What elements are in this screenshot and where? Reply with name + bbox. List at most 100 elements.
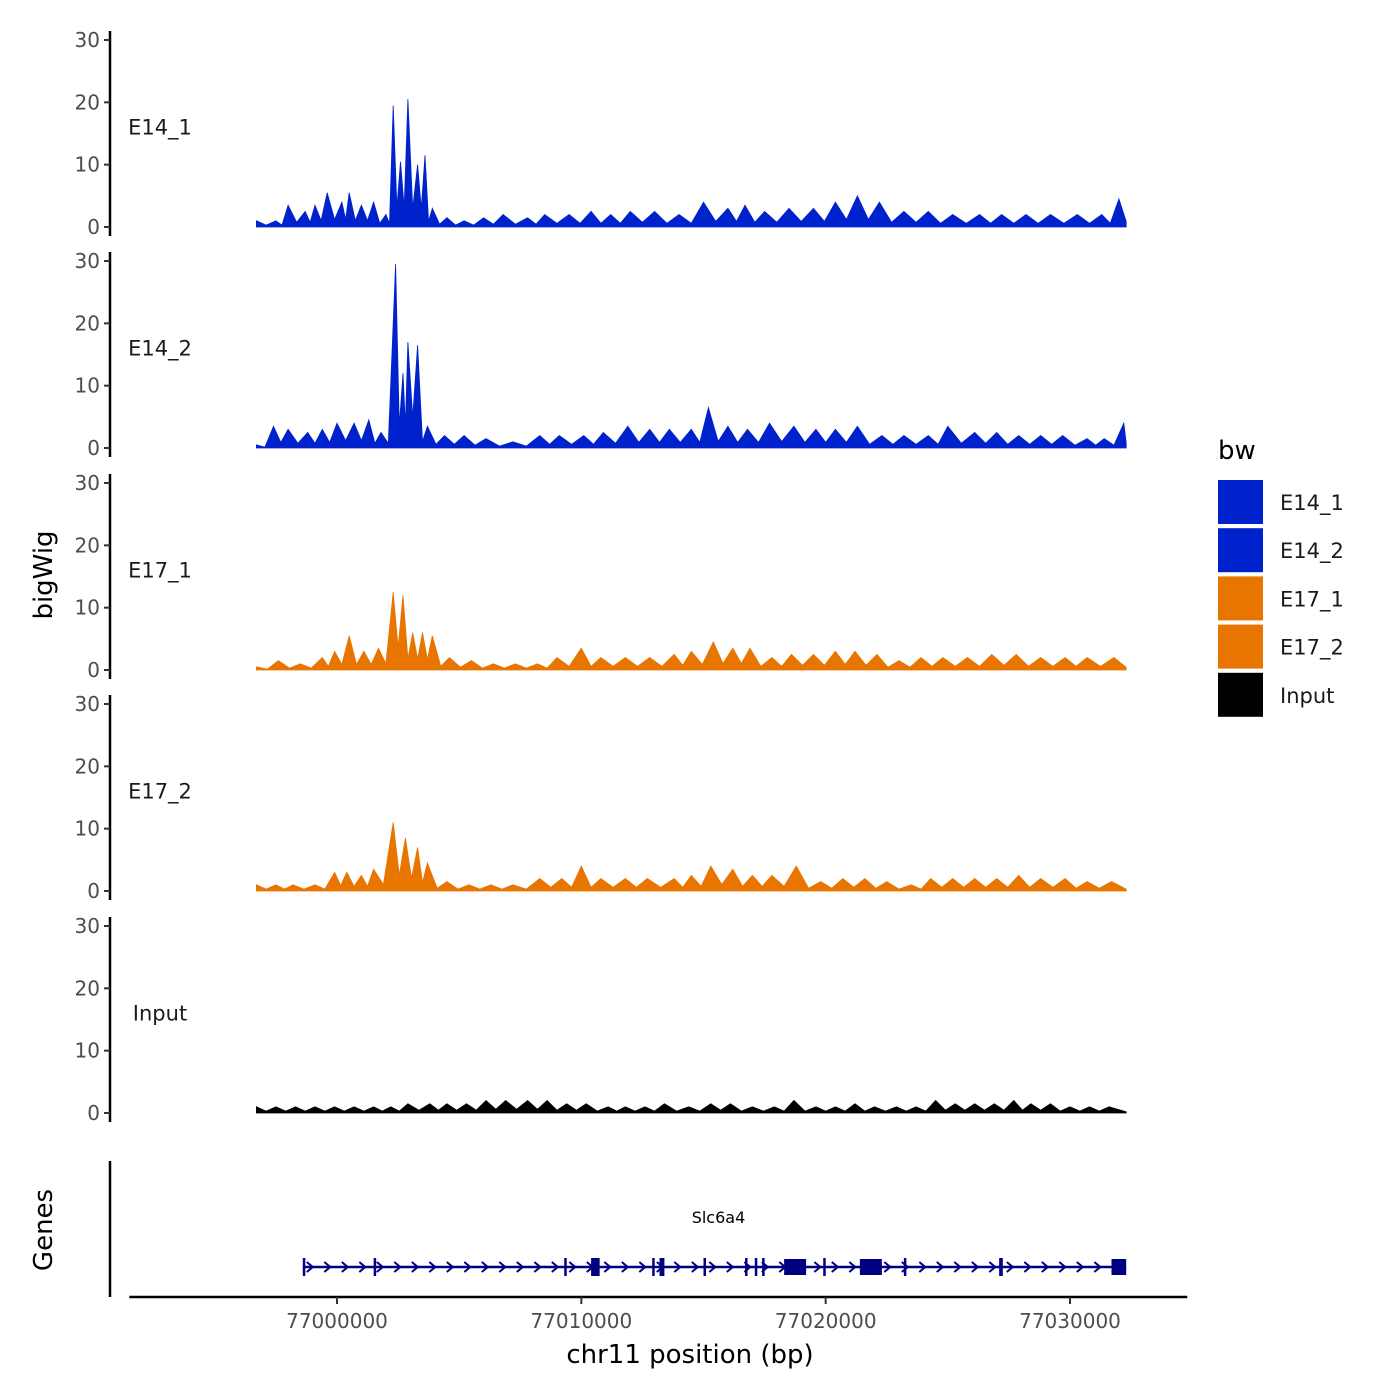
strand-arrow xyxy=(813,1261,822,1273)
y-tick-label: 10 xyxy=(75,817,100,841)
x-axis: 77000000 77010000 77020000 77030000 xyxy=(129,1295,1188,1333)
y-tick-label: 30 xyxy=(75,28,100,52)
strand-arrow xyxy=(1058,1261,1067,1273)
track-label: Input xyxy=(133,1002,187,1026)
gene-exon xyxy=(659,1258,665,1276)
gene-exon xyxy=(784,1259,807,1275)
y-tick-label: 20 xyxy=(75,533,100,557)
strand-arrow xyxy=(446,1261,455,1273)
strand-arrow xyxy=(306,1261,315,1273)
strand-arrow xyxy=(1093,1261,1102,1273)
legend-swatch-E17_1 xyxy=(1218,576,1263,621)
x-tick-label: 77020000 xyxy=(775,1309,877,1333)
legend-label: E14_2 xyxy=(1280,539,1344,564)
y-tick-label: 0 xyxy=(87,436,100,460)
y-tick-label: 10 xyxy=(75,153,100,177)
y-tick-label: 20 xyxy=(75,754,100,778)
strand-arrow xyxy=(603,1261,612,1273)
y-tick-label: 30 xyxy=(75,471,100,495)
strand-arrow xyxy=(621,1261,630,1273)
gene-exon xyxy=(652,1258,655,1276)
y-tick-label: 0 xyxy=(87,1101,100,1125)
legend-swatch-E17_2 xyxy=(1218,624,1263,669)
track-E17_2: 0 10 20 30 E17_2 xyxy=(75,692,1127,903)
track-E14_2: 0 10 20 30 E14_2 xyxy=(75,249,1127,460)
strand-arrow xyxy=(481,1261,490,1273)
strand-arrow xyxy=(428,1261,437,1273)
legend-label: E17_1 xyxy=(1280,587,1344,612)
gene-exon xyxy=(745,1258,748,1276)
strand-arrow xyxy=(901,1261,910,1273)
y-tick-label: 0 xyxy=(87,215,100,239)
strand-arrow xyxy=(568,1261,577,1273)
strand-arrow xyxy=(463,1261,472,1273)
x-tick-label: 77000000 xyxy=(286,1309,388,1333)
gene-exon xyxy=(703,1258,706,1276)
track-label: E17_2 xyxy=(128,780,192,805)
y-tick-label: 10 xyxy=(75,1039,100,1063)
coverage-area-E17_2 xyxy=(255,822,1127,892)
coverage-area-E17_1 xyxy=(255,592,1127,671)
gene-exon xyxy=(591,1258,600,1276)
y-tick-label: 0 xyxy=(87,879,100,903)
gene-exon xyxy=(564,1258,567,1276)
coverage-area-E14_2 xyxy=(255,264,1127,449)
y-tick-label: 10 xyxy=(75,374,100,398)
track-E17_1: 0 10 20 30 E17_1 xyxy=(75,471,1127,682)
y-axis-title: bigWig xyxy=(29,530,59,619)
legend-swatch-E14_1 xyxy=(1218,480,1263,524)
strand-arrow xyxy=(551,1261,560,1273)
y-tick-label: 10 xyxy=(75,596,100,620)
track-E14_1: 0 10 20 30 E14_1 xyxy=(75,28,1127,239)
track-label: E14_2 xyxy=(128,337,192,362)
y-tick-label: 20 xyxy=(75,90,100,114)
y-tick-label: 0 xyxy=(87,658,100,682)
gene-exon xyxy=(903,1258,907,1276)
legend-title: bw xyxy=(1218,436,1256,466)
y-tick-label: 20 xyxy=(75,976,100,1000)
coverage-area-Input xyxy=(255,1099,1127,1114)
x-tick-label: 77010000 xyxy=(530,1309,632,1333)
gene-exon xyxy=(859,1259,882,1275)
strand-arrow xyxy=(1076,1261,1085,1273)
strand-arrow xyxy=(691,1261,700,1273)
strand-arrow xyxy=(1041,1261,1050,1273)
gene-exon xyxy=(999,1258,1003,1276)
coverage-area-E14_1 xyxy=(255,99,1127,228)
strand-arrow xyxy=(393,1261,402,1273)
strand-arrow xyxy=(883,1261,892,1273)
strand-arrow xyxy=(376,1261,385,1273)
legend-label: E17_2 xyxy=(1280,636,1344,661)
strand-arrow xyxy=(673,1261,682,1273)
strand-arrow xyxy=(533,1261,542,1273)
gene-exon xyxy=(762,1258,765,1276)
strand-arrow xyxy=(988,1261,997,1273)
strand-arrow xyxy=(831,1261,840,1273)
strand-arrow xyxy=(1023,1261,1032,1273)
track-panels: 0 10 20 30 E14_1 0 10 20 30 E14_2 0 10 20 30 E17_1 0 10 2… xyxy=(75,28,1127,1125)
gene-exon xyxy=(754,1258,758,1276)
legend-swatch-E14_2 xyxy=(1218,528,1263,573)
strand-arrow xyxy=(936,1261,945,1273)
legend-swatch-Input xyxy=(1218,672,1263,717)
strand-arrow xyxy=(726,1261,735,1273)
gene-label: Slc6a4 xyxy=(692,1208,746,1227)
strand-arrow xyxy=(1006,1261,1015,1273)
x-axis-title: chr11 position (bp) xyxy=(566,1340,813,1370)
track-label: E14_1 xyxy=(128,116,192,141)
y-tick-label: 20 xyxy=(75,311,100,335)
strand-arrow xyxy=(848,1261,857,1273)
legend: bw E14_1 E14_2 E17_1 E17_2 Input xyxy=(1218,436,1344,717)
gene-Slc6a4: Slc6a4 xyxy=(302,1208,1127,1276)
strand-arrow xyxy=(516,1261,525,1273)
strand-arrow xyxy=(918,1261,927,1273)
strand-arrow xyxy=(358,1261,367,1273)
legend-label: Input xyxy=(1280,684,1334,708)
strand-arrow xyxy=(638,1261,647,1273)
strand-arrow xyxy=(708,1261,717,1273)
gene-exon xyxy=(1111,1259,1127,1275)
x-tick-label: 77030000 xyxy=(1019,1309,1121,1333)
gene-exon xyxy=(302,1258,306,1276)
gene-exon xyxy=(373,1258,377,1276)
